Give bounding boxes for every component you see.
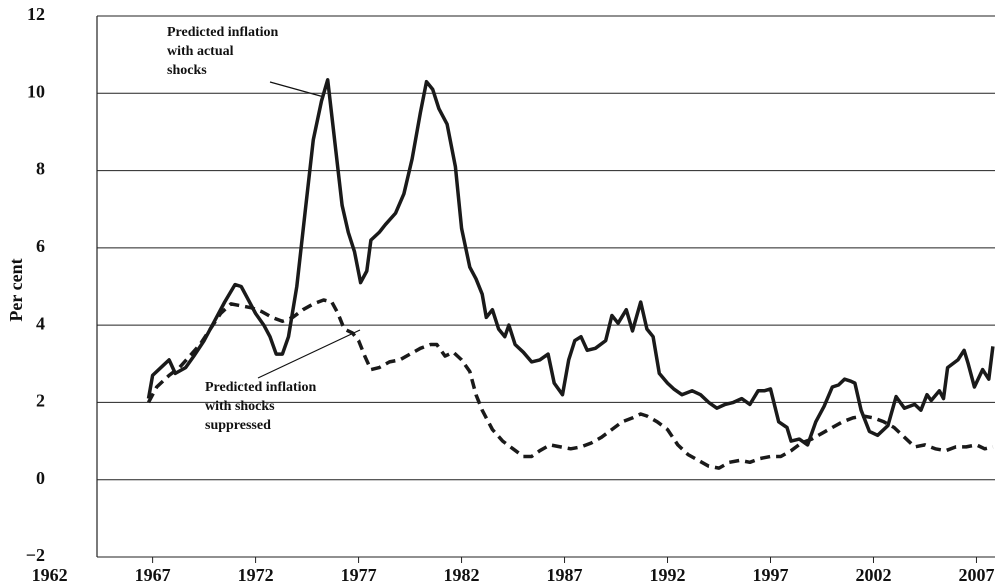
- x-tick-label: 2007: [958, 565, 994, 585]
- x-tick-label: 1977: [341, 565, 377, 585]
- x-tick-label: 1972: [238, 565, 274, 585]
- series-line: [146, 78, 995, 447]
- y-tick-label: 0: [36, 468, 45, 488]
- y-tick-label: 6: [36, 236, 45, 256]
- y-tick-label: 4: [36, 313, 45, 333]
- annotation: suppressed: [205, 418, 271, 433]
- y-tick-label: 12: [27, 4, 45, 24]
- x-tick-label: 1987: [547, 565, 583, 585]
- annotation: with shocks: [205, 399, 275, 414]
- annotation-arrow: [269, 81, 325, 98]
- y-tick-label: −2: [26, 545, 45, 565]
- y-tick-label: 8: [36, 159, 45, 179]
- annotation: with actual: [167, 44, 234, 59]
- annotation: Predicted inflation: [205, 380, 317, 395]
- annotation-arrow: [257, 329, 361, 379]
- x-tick-label: 1992: [650, 565, 686, 585]
- x-tick-label: 1967: [135, 565, 171, 585]
- x-tick-label: 1962: [32, 565, 68, 585]
- x-tick-label: 1997: [753, 565, 789, 585]
- x-tick-label: 1982: [444, 565, 480, 585]
- annotation: shocks: [167, 63, 207, 78]
- annotation: Predicted inflation: [167, 25, 279, 40]
- x-tick-label: 2002: [855, 565, 891, 585]
- y-tick-label: 10: [27, 81, 45, 101]
- y-axis-label: Per cent: [6, 258, 26, 321]
- y-tick-label: 2: [36, 391, 45, 411]
